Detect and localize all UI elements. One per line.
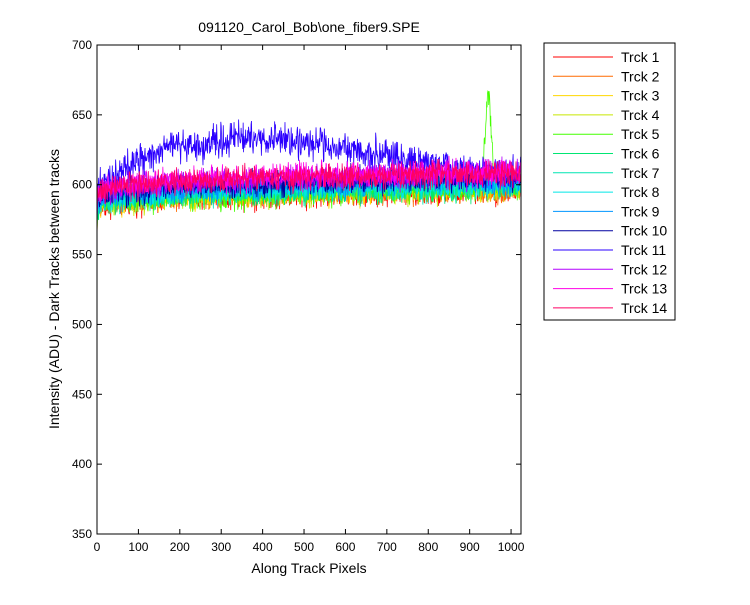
legend-label: Trck 6 — [621, 146, 660, 162]
legend-label: Trck 3 — [621, 88, 660, 104]
legend-box — [543, 42, 676, 321]
y-tick-label: 350 — [72, 527, 92, 541]
legend-items: Trck 1 Trck 2 Trck 3 Trck 4 Trck 5 Trck 6 Trck… — [553, 49, 667, 316]
y-tick-label: 450 — [72, 387, 92, 401]
legend-label: Trck 14 — [621, 300, 667, 316]
legend-label: Trck 11 — [621, 242, 666, 258]
y-tick-label: 700 — [72, 38, 92, 52]
legend-label: Trck 1 — [621, 49, 660, 65]
legend-label: Trck 4 — [621, 107, 660, 123]
x-tick-label: 800 — [418, 540, 438, 554]
legend-label: Trck 10 — [621, 223, 667, 239]
x-tick-label: 500 — [294, 540, 314, 554]
series-line-14 — [96, 158, 521, 226]
x-tick-label: 300 — [211, 540, 231, 554]
x-axis-label: Along Track Pixels — [251, 560, 366, 576]
legend: Trck 1 Trck 2 Trck 3 Trck 4 Trck 5 Trck 6 Trck… — [543, 42, 676, 321]
legend-label: Trck 2 — [621, 68, 660, 84]
x-tick-label: 200 — [170, 540, 190, 554]
legend-label: Trck 13 — [621, 281, 667, 297]
y-tick-label: 550 — [72, 248, 92, 262]
x-tick-label: 700 — [377, 540, 397, 554]
y-tick-label: 500 — [72, 317, 92, 331]
legend-label: Trck 12 — [621, 261, 667, 277]
x-axis: 0 100 200 300 400 500 600 700 800 900 1000 — [94, 45, 525, 554]
y-tick-label: 400 — [72, 457, 92, 471]
x-tick-label: 0 — [94, 540, 101, 554]
legend-label: Trck 7 — [621, 165, 660, 181]
legend-label: Trck 8 — [621, 184, 660, 200]
y-tick-label: 600 — [72, 178, 92, 192]
y-tick-label: 650 — [72, 108, 92, 122]
x-tick-label: 100 — [128, 540, 148, 554]
chart-title: 091120_Carol_Bob\one_fiber9.SPE — [198, 19, 420, 35]
legend-label: Trck 9 — [621, 203, 660, 219]
y-axis-label: Intensity (ADU) - Dark Tracks between tr… — [46, 149, 62, 429]
x-tick-label: 1000 — [498, 540, 525, 554]
x-tick-label: 600 — [335, 540, 355, 554]
y-axis: 350 400 450 500 550 600 650 700 — [72, 38, 521, 541]
x-tick-label: 900 — [460, 540, 480, 554]
x-tick-label: 400 — [253, 540, 273, 554]
legend-label: Trck 5 — [621, 126, 660, 142]
series-line-11 — [96, 119, 521, 222]
plot-lines — [96, 90, 521, 240]
plot-area — [96, 44, 522, 535]
